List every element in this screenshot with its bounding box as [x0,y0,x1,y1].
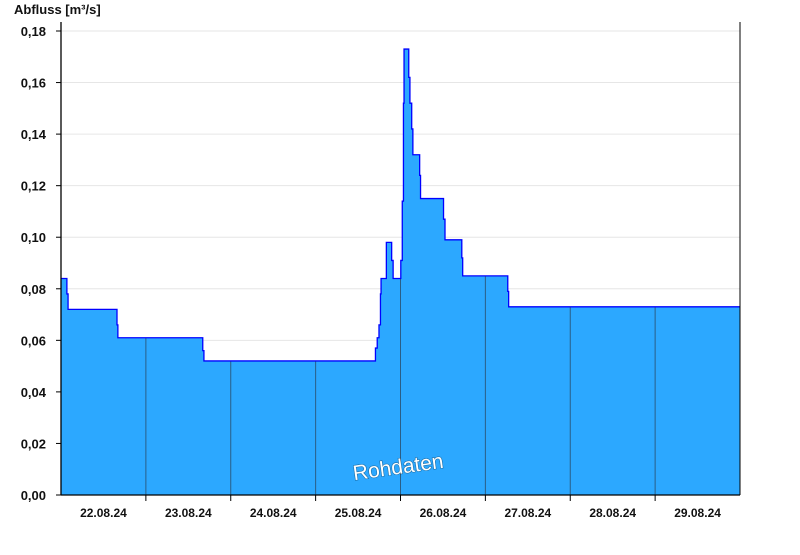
y-tick-label: 0,08 [21,282,46,297]
y-tick-label: 0,00 [21,488,46,503]
x-tick-label: 28.08.24 [589,506,636,520]
x-tick-label: 29.08.24 [674,506,721,520]
y-tick-label: 0,14 [21,127,47,142]
y-axis-label: Abfluss [m³/s] [14,2,101,17]
x-tick-label: 27.08.24 [504,506,551,520]
x-tick-label: 23.08.24 [165,506,212,520]
discharge-line [61,48,740,362]
y-tick-label: 0,10 [21,230,46,245]
y-tick-label: 0,12 [21,179,46,194]
y-tick-label: 0,18 [21,24,46,39]
x-tick-label: 24.08.24 [250,506,297,520]
y-tick-label: 0,02 [21,436,46,451]
day-lines [145,275,656,495]
x-tick-label: 26.08.24 [420,506,467,520]
y-ticks: 0,00 0,02 0,04 0,06 0,08 0,10 0,12 0,14 0,16 0,18 [21,24,61,503]
x-tick-label: 25.08.24 [335,506,382,520]
y-tick-label: 0,16 [21,76,46,91]
y-tick-label: 0,06 [21,333,46,348]
y-tick-label: 0,04 [21,385,47,400]
x-tick-label: 22.08.24 [80,506,127,520]
x-ticks: 22.08.24 23.08.24 24.08.24 25.08.24 26.08.24… [80,495,721,520]
